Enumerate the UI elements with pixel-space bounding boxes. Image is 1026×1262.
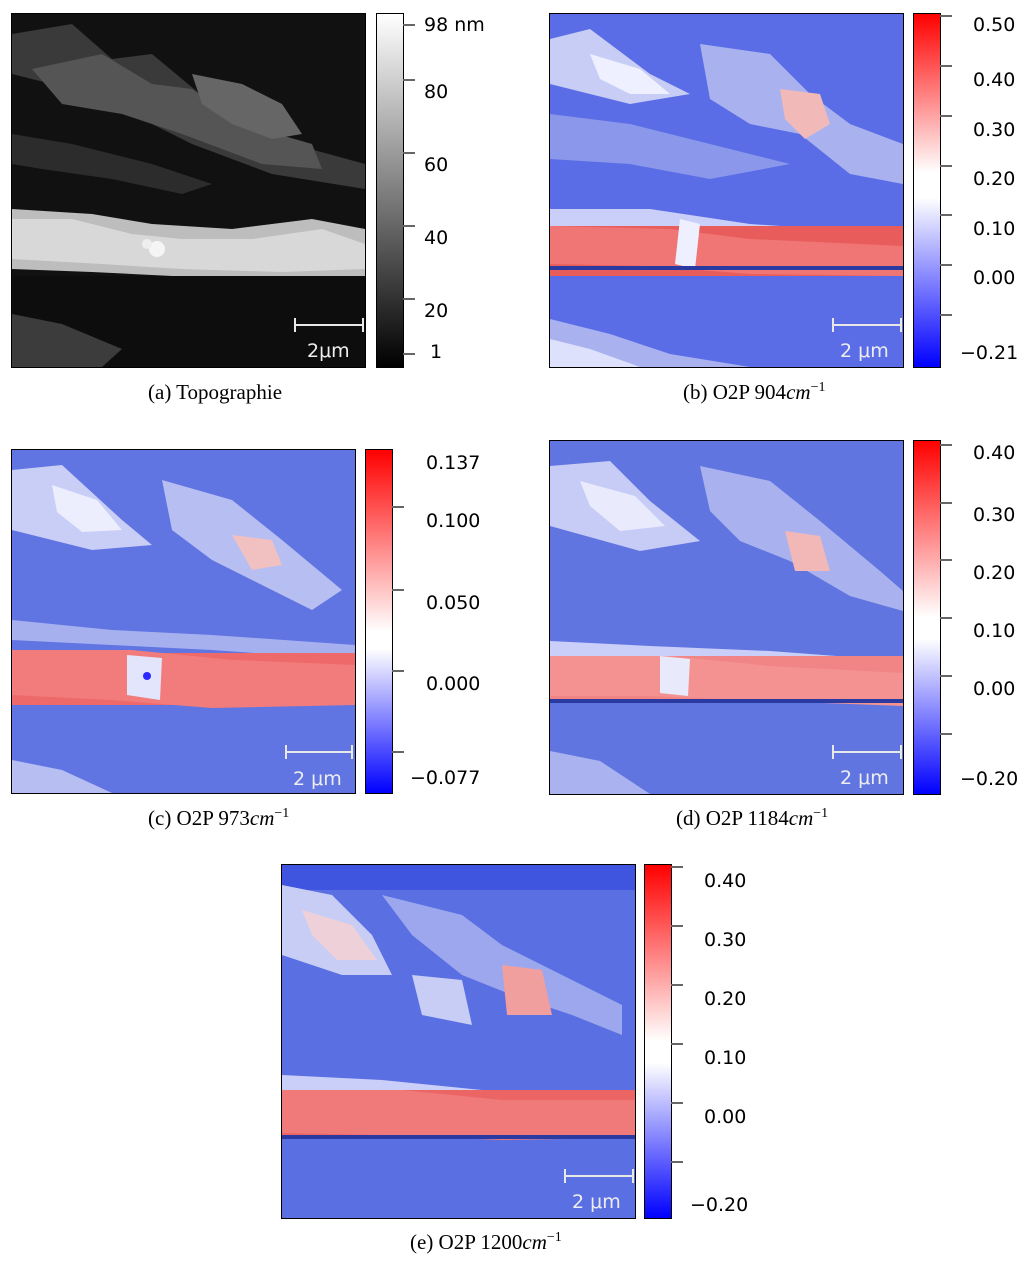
spectral-map-904: 2 μm [549, 13, 904, 368]
colorbar-tick [403, 152, 415, 154]
colorbar-label: 0.40 [704, 870, 747, 892]
colorbar-tick [940, 502, 952, 504]
colorbar-label: 20 [424, 300, 449, 322]
colorbar-label: 0.00 [973, 267, 1016, 289]
colorbar-tick [940, 559, 952, 561]
panel-caption: (a) Topographie [148, 380, 283, 404]
scale-bar [832, 318, 902, 332]
colorbar-tick [403, 79, 415, 81]
colorbar-label: 0.40 [973, 442, 1016, 464]
colorbar-label: −0.20 [960, 768, 1019, 790]
colorbar-tick [392, 751, 404, 753]
colorbar-tick [940, 617, 952, 619]
colorbar-label: 98 nm [424, 14, 485, 36]
colorbar-label: 0.50 [973, 14, 1016, 36]
colorbar-tick [671, 1161, 683, 1163]
colorbar [644, 864, 672, 1219]
colorbar-tick [940, 165, 952, 167]
colorbar-label: 80 [424, 81, 449, 103]
colorbar-label: 0.30 [973, 504, 1016, 526]
colorbar [913, 13, 941, 368]
colorbar-tick [392, 589, 404, 591]
scale-bar-label: 2μm [307, 340, 350, 362]
spectral-map-973: 2 μm [11, 449, 356, 794]
colorbar-label: 0.20 [704, 988, 747, 1010]
scale-bar-label: 2 μm [840, 340, 889, 362]
colorbar-tick [392, 506, 404, 508]
colorbar-tick [392, 670, 404, 672]
colorbar-tick [671, 925, 683, 927]
colorbar-tick [940, 264, 952, 266]
colorbar-tick [940, 115, 952, 117]
topography-map: 2μm [11, 13, 366, 368]
colorbar [376, 13, 404, 368]
panel-caption: (c) O2P 973cm−1 [148, 806, 290, 830]
colorbar-label: 0.10 [704, 1047, 747, 1069]
scale-bar-label: 2 μm [293, 768, 342, 790]
scale-bar-label: 2 μm [840, 767, 889, 789]
colorbar-tick [403, 353, 415, 355]
colorbar-label: 0.20 [973, 562, 1016, 584]
colorbar [913, 440, 941, 795]
colorbar-tick [671, 866, 683, 868]
colorbar-label: 0.40 [973, 69, 1016, 91]
colorbar [365, 449, 393, 794]
scale-bar [294, 318, 364, 332]
colorbar-tick [671, 1102, 683, 1104]
colorbar-tick [403, 225, 415, 227]
colorbar-label: 0.00 [973, 678, 1016, 700]
colorbar-label: 0.137 [426, 452, 481, 474]
colorbar-label: −0.20 [690, 1194, 749, 1216]
colorbar-label: −0.21 [960, 342, 1019, 364]
colorbar-label: −0.077 [410, 767, 481, 789]
scale-bar [832, 745, 902, 759]
colorbar-label: 0.050 [426, 592, 481, 614]
colorbar-label: 0.00 [704, 1106, 747, 1128]
colorbar-label: 0.100 [426, 510, 481, 532]
colorbar-tick [940, 314, 952, 316]
panel-caption: (b) O2P 904cm−1 [683, 380, 826, 404]
colorbar-label: 1 [430, 341, 443, 363]
colorbar-label: 0.30 [704, 929, 747, 951]
colorbar-label: 0.30 [973, 119, 1016, 141]
scale-bar [285, 745, 353, 759]
spectral-map-1200: 2 μm [281, 864, 636, 1219]
colorbar-tick [671, 1043, 683, 1045]
colorbar-tick [671, 984, 683, 986]
colorbar-label: 0.10 [973, 620, 1016, 642]
colorbar-label: 0.10 [973, 218, 1016, 240]
spectral-map-1184: 2 μm [549, 440, 904, 795]
colorbar-tick [940, 444, 952, 446]
colorbar-tick [940, 675, 952, 677]
colorbar-tick [940, 15, 952, 17]
colorbar-tick [940, 214, 952, 216]
colorbar-label: 0.20 [973, 168, 1016, 190]
colorbar-tick [940, 65, 952, 67]
colorbar-label: 40 [424, 227, 449, 249]
panel-caption: (d) O2P 1184cm−1 [676, 806, 829, 830]
scale-bar [564, 1169, 634, 1183]
colorbar-label: 60 [424, 154, 449, 176]
colorbar-tick [403, 298, 415, 300]
panel-caption: (e) O2P 1200cm−1 [410, 1230, 562, 1254]
colorbar-tick [403, 24, 415, 26]
colorbar-label: 0.000 [426, 673, 481, 695]
scale-bar-label: 2 μm [572, 1191, 621, 1213]
colorbar-tick [940, 733, 952, 735]
